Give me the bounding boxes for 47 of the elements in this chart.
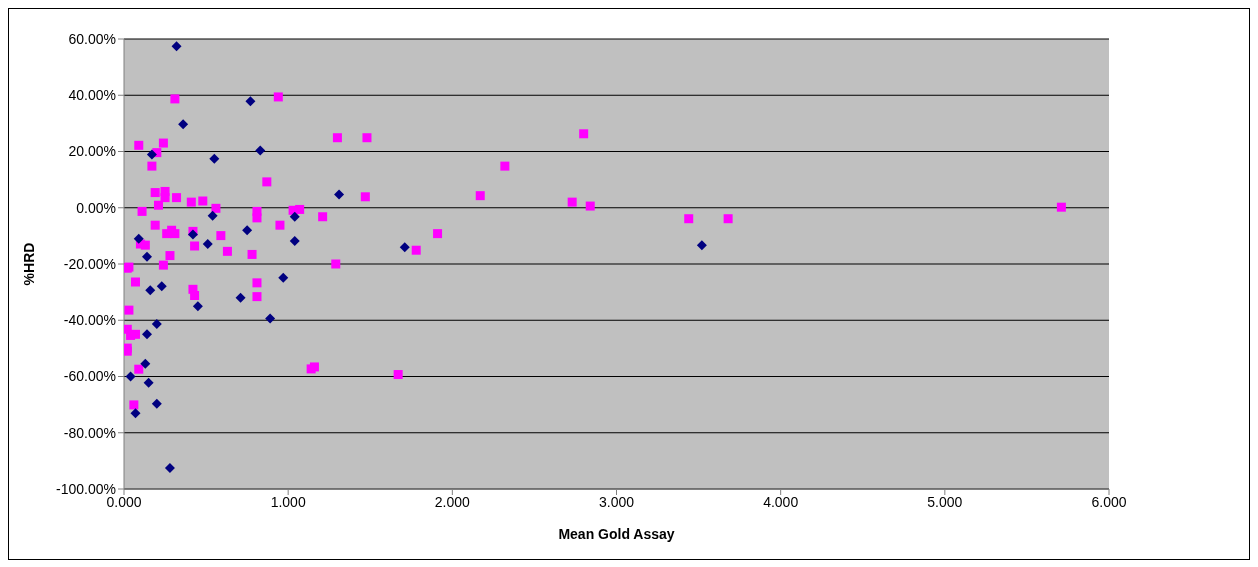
- point: [278, 272, 289, 283]
- point: [235, 292, 246, 303]
- y-tick-label: 0.00%: [76, 199, 116, 216]
- y-tick-label: 40.00%: [68, 87, 116, 104]
- point: [192, 301, 203, 312]
- x-tick-label: 2.000: [434, 493, 471, 510]
- point: [145, 285, 156, 296]
- x-tick-label: 6.000: [1091, 493, 1127, 510]
- y-tick-label: -40.00%: [63, 312, 116, 329]
- y-axis-title: %HRD: [20, 242, 37, 286]
- point: [164, 462, 175, 473]
- point: [171, 41, 182, 52]
- point: [143, 377, 154, 388]
- x-tick-label: 3.000: [598, 493, 635, 510]
- point: [202, 239, 213, 250]
- x-tick-label: 4.000: [763, 493, 799, 510]
- y-tick-label: -60.00%: [63, 368, 116, 385]
- point: [140, 358, 151, 369]
- point: [696, 240, 707, 251]
- point: [130, 408, 141, 419]
- point: [289, 211, 300, 222]
- x-tick-label: 1.000: [270, 493, 306, 510]
- x-axis-title: Mean Gold Assay: [558, 526, 675, 542]
- point: [141, 251, 152, 262]
- point: [399, 242, 410, 253]
- point: [187, 229, 198, 240]
- point: [255, 145, 266, 156]
- point: [245, 96, 256, 107]
- point: [242, 225, 253, 236]
- point: [265, 313, 276, 324]
- point: [178, 119, 189, 130]
- y-tick-label: -20.00%: [63, 255, 116, 272]
- point: [151, 318, 162, 329]
- point: [133, 233, 144, 244]
- point: [289, 235, 300, 246]
- point: [209, 153, 220, 164]
- y-tick-label: -80.00%: [63, 424, 116, 441]
- y-tick-label: 60.00%: [68, 30, 116, 47]
- point: [207, 210, 218, 221]
- point: [151, 398, 162, 409]
- point: [156, 281, 167, 292]
- point: [125, 371, 136, 382]
- y-tick-label: 20.00%: [68, 143, 116, 160]
- x-tick-label: 5.000: [927, 493, 963, 510]
- point: [141, 329, 152, 340]
- point: [146, 149, 157, 160]
- point: [334, 189, 345, 200]
